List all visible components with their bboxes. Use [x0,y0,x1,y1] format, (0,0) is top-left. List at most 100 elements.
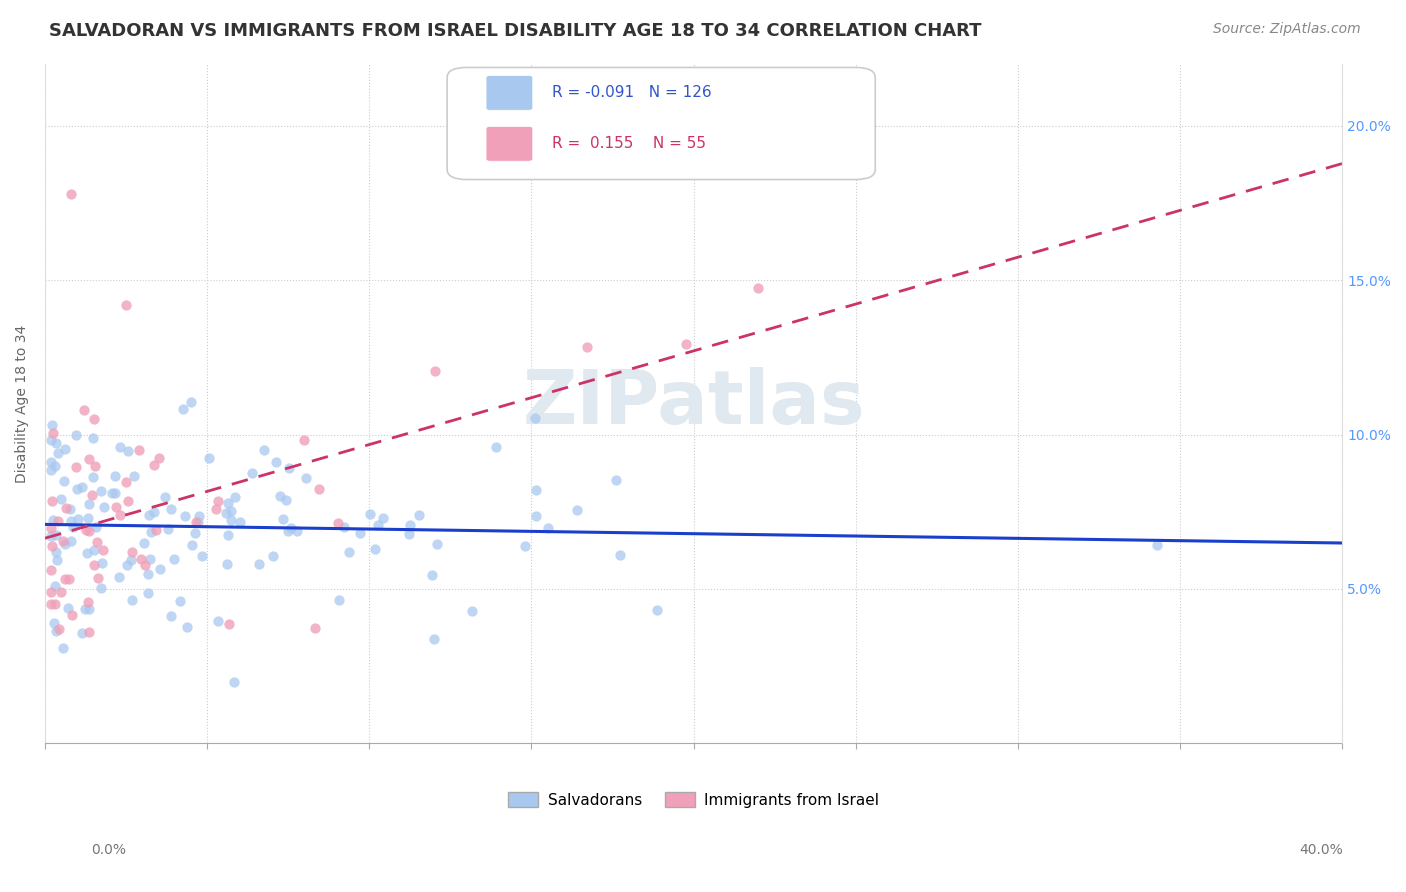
Point [79,602,101,616]
Point [77,496,100,510]
Point [219,504,242,518]
Point [105,500,128,515]
Point [91,556,114,570]
Point [41,563,63,577]
Text: 40.0%: 40.0% [1299,843,1343,857]
Point [108,508,131,523]
Point [77,452,100,467]
Point [277,460,299,475]
Point [184,515,207,529]
Point [75,523,97,537]
Point [156,522,179,536]
Point [224,490,246,504]
Point [114,475,136,489]
Point [523,411,546,425]
Point [46,514,69,528]
Point [277,524,299,539]
Point [219,513,242,527]
Point [285,524,308,538]
FancyBboxPatch shape [486,127,533,161]
Point [136,586,159,600]
Point [45,624,67,638]
Point [44,458,66,473]
Point [136,567,159,582]
Point [515,540,537,554]
Point [66,511,89,525]
Point [52,640,75,655]
Point [77,595,100,609]
Point [53,572,76,586]
Point [252,442,274,457]
Point [747,281,769,295]
Text: SALVADORAN VS IMMIGRANTS FROM ISRAEL DISABILITY AGE 18 TO 34 CORRELATION CHART: SALVADORAN VS IMMIGRANTS FROM ISRAEL DIS… [49,22,981,40]
Point [83,543,105,558]
Point [129,551,152,566]
Point [90,581,112,595]
Point [60,608,83,623]
Point [122,469,145,483]
Point [333,519,356,533]
Point [120,552,142,566]
Point [180,395,202,409]
Point [52,533,75,548]
Point [337,544,360,558]
Point [207,614,229,628]
Point [187,509,209,524]
Text: R =  0.155    N = 55: R = 0.155 N = 55 [553,136,706,152]
Point [426,537,449,551]
Point [44,544,66,558]
Point [117,443,139,458]
Point [77,524,100,538]
Point [160,502,183,516]
Point [55,501,77,516]
Point [180,538,202,552]
Point [46,553,69,567]
Point [217,557,239,571]
Point [217,528,239,542]
Point [121,593,143,607]
Point [215,507,238,521]
Point [567,503,589,517]
Point [115,298,138,312]
Point [72,480,94,494]
Point [41,597,63,611]
Point [56,600,79,615]
Point [41,433,63,447]
Point [485,440,508,454]
Point [280,521,302,535]
Point [108,440,131,454]
Point [198,451,221,466]
Point [398,527,420,541]
Point [51,491,73,506]
Point [42,425,65,440]
Point [537,521,560,535]
Point [59,186,82,201]
Point [60,533,83,548]
Point [82,469,104,483]
Point [53,474,76,488]
Point [62,519,84,533]
Point [41,539,63,553]
Point [423,363,446,377]
Point [142,504,165,518]
Point [48,623,70,637]
Point [349,526,371,541]
Text: ZIPatlas: ZIPatlas [522,368,865,440]
Point [328,593,350,607]
Point [145,523,167,537]
Point [169,594,191,608]
Text: R = -0.091   N = 126: R = -0.091 N = 126 [553,86,711,101]
Point [364,542,387,557]
Point [295,471,318,485]
Point [1146,538,1168,552]
Point [41,455,63,469]
Point [91,543,114,558]
Point [93,500,115,514]
Point [174,508,197,523]
Point [190,549,212,563]
Point [149,562,172,576]
Point [59,515,82,529]
Point [139,551,162,566]
Point [77,625,100,640]
Point [128,442,150,457]
